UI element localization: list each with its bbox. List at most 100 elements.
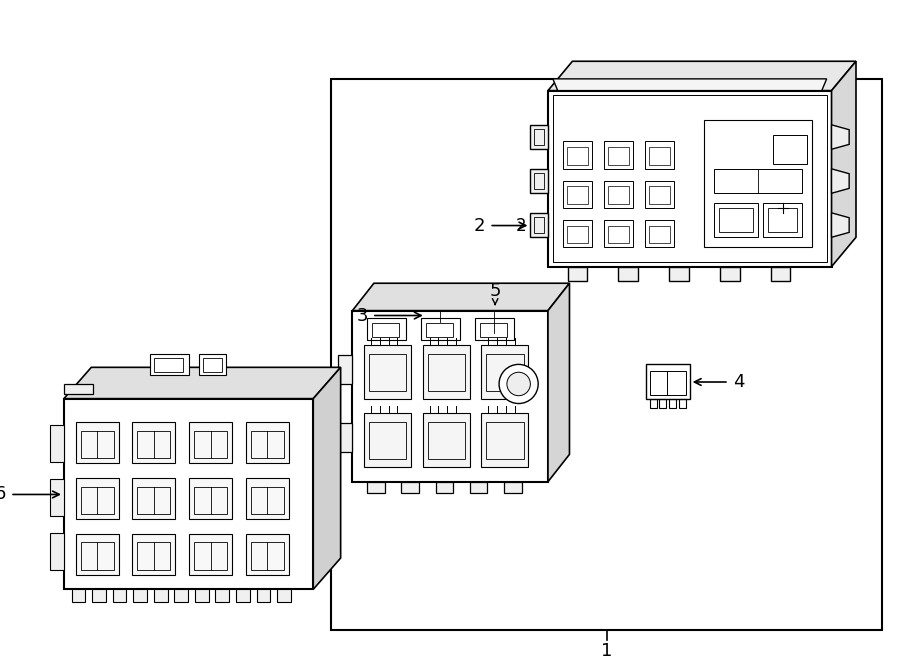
Bar	[649, 226, 670, 243]
Bar	[246, 478, 289, 519]
Bar	[650, 399, 656, 408]
Bar	[644, 181, 674, 208]
Bar	[80, 431, 113, 458]
Bar	[428, 354, 464, 391]
Polygon shape	[832, 213, 850, 237]
Polygon shape	[530, 213, 548, 237]
Bar	[364, 345, 411, 399]
Bar	[423, 413, 470, 467]
Bar	[50, 425, 64, 462]
Bar	[421, 318, 460, 340]
Text: 2: 2	[516, 216, 526, 234]
Bar	[93, 589, 106, 602]
Polygon shape	[832, 125, 850, 149]
Polygon shape	[470, 482, 487, 493]
Bar	[608, 226, 629, 243]
Bar	[474, 318, 514, 340]
Bar	[486, 354, 524, 391]
Bar	[429, 310, 451, 322]
Bar	[50, 533, 64, 570]
Polygon shape	[426, 306, 455, 325]
Bar	[649, 187, 670, 204]
Bar	[80, 487, 113, 514]
Polygon shape	[353, 283, 570, 310]
Bar	[194, 487, 227, 514]
Bar	[76, 422, 119, 463]
Bar	[566, 187, 588, 204]
Polygon shape	[530, 169, 548, 193]
Text: 6: 6	[0, 485, 6, 504]
Bar	[189, 478, 232, 519]
Bar	[367, 318, 406, 340]
Bar	[189, 422, 232, 463]
Bar	[553, 95, 827, 261]
Bar	[423, 345, 470, 399]
Bar	[562, 181, 592, 208]
Bar	[132, 478, 176, 519]
Bar	[246, 534, 289, 575]
Polygon shape	[548, 283, 570, 482]
Bar	[76, 478, 119, 519]
Bar	[679, 399, 686, 408]
Bar	[215, 589, 230, 602]
Bar	[133, 589, 147, 602]
Bar	[364, 413, 411, 467]
Text: 3: 3	[356, 307, 368, 324]
Bar	[644, 220, 674, 247]
Bar	[608, 148, 629, 165]
Polygon shape	[553, 79, 827, 91]
Bar	[138, 542, 170, 570]
Bar	[773, 134, 807, 164]
Bar	[535, 216, 544, 234]
Polygon shape	[367, 482, 384, 493]
Bar	[154, 589, 167, 602]
Polygon shape	[548, 91, 832, 267]
Polygon shape	[670, 267, 688, 281]
Text: 5: 5	[490, 282, 501, 300]
Polygon shape	[720, 267, 740, 281]
Text: 4: 4	[733, 373, 744, 391]
Bar	[482, 345, 528, 399]
Bar	[132, 422, 176, 463]
Bar	[566, 226, 588, 243]
Bar	[251, 487, 284, 514]
Bar	[705, 120, 812, 247]
Bar	[566, 148, 588, 165]
Bar	[138, 487, 170, 514]
Bar	[496, 337, 501, 347]
Bar	[199, 354, 226, 375]
Bar	[481, 337, 485, 347]
Bar	[194, 542, 227, 570]
Bar	[489, 337, 493, 347]
Bar	[50, 479, 64, 516]
Bar	[715, 169, 802, 193]
Bar	[660, 399, 666, 408]
Bar	[150, 354, 189, 375]
Bar	[763, 203, 802, 237]
Polygon shape	[646, 364, 689, 399]
Bar	[138, 431, 170, 458]
Bar	[132, 534, 176, 575]
Polygon shape	[530, 125, 548, 149]
Bar	[202, 357, 222, 372]
Polygon shape	[353, 310, 548, 482]
Bar	[372, 323, 400, 337]
Bar	[236, 589, 249, 602]
Bar	[154, 357, 184, 372]
Bar	[369, 354, 406, 391]
Bar	[175, 589, 188, 602]
Polygon shape	[313, 367, 341, 589]
Bar	[482, 312, 508, 333]
Bar	[112, 589, 127, 602]
Bar	[369, 422, 406, 459]
Bar	[535, 128, 544, 146]
Bar	[251, 431, 284, 458]
Bar	[562, 142, 592, 169]
Polygon shape	[504, 482, 522, 493]
Bar	[649, 148, 670, 165]
Bar	[428, 422, 464, 459]
Bar	[650, 371, 686, 395]
Bar	[715, 203, 758, 237]
Bar	[719, 208, 753, 232]
Bar	[486, 422, 524, 459]
